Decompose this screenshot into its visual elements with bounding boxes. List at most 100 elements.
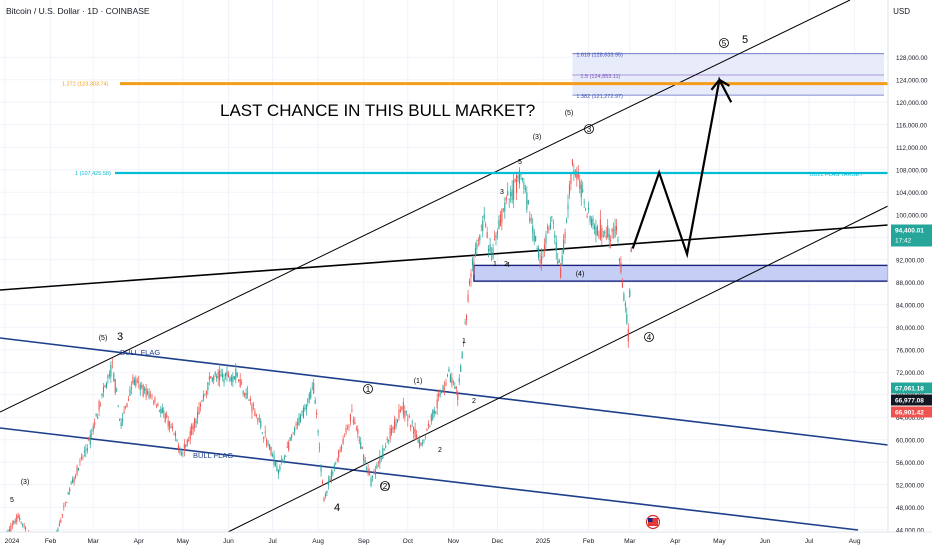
candle-body: [576, 171, 578, 180]
price-axis[interactable]: 44,000.00 48,000.00 52,000.00 56,000.00 60,0…: [887, 0, 932, 550]
candle-body: [183, 444, 185, 451]
candle-body: [474, 248, 476, 256]
candle-body: [133, 379, 135, 385]
price-tick-label: 100,000.00: [896, 212, 928, 219]
candle-body: [135, 378, 137, 386]
candle-body: [173, 434, 175, 436]
candle-body: [124, 407, 127, 408]
candle-body: [72, 479, 74, 483]
candle-body: [136, 380, 138, 382]
candle-body: [392, 426, 394, 430]
candle-body: [277, 469, 279, 474]
chart-header: Bitcoin / U.S. Dollar · 1D · COINBASE: [6, 6, 150, 16]
wave-label: 5: [518, 159, 522, 166]
candle-body: [100, 405, 102, 407]
candle-body: [188, 439, 190, 441]
candle-body: [274, 462, 277, 466]
candle-body: [626, 313, 628, 324]
candle-body: [220, 374, 222, 376]
candle-body: [123, 411, 125, 413]
candle-body: [63, 506, 65, 507]
candle-body: [141, 385, 143, 388]
candle-body: [427, 424, 429, 426]
candle-body: [354, 421, 356, 425]
time-tick-label: Mar: [624, 538, 636, 545]
bull-flag-target-label: BULL FLAG TARGET: [810, 172, 863, 178]
candle-body: [520, 173, 522, 176]
candle-body: [279, 466, 281, 470]
candle-body: [514, 178, 516, 182]
candle-body: [443, 387, 446, 389]
price-tick-label: 88,000.00: [896, 280, 925, 287]
candle-body: [507, 190, 509, 196]
candle-body: [198, 407, 200, 414]
candle-body: [421, 442, 424, 444]
candle-body: [388, 439, 390, 442]
time-tick-label: Jun: [760, 538, 771, 545]
candle-body: [605, 235, 607, 238]
currency-label[interactable]: USD: [893, 7, 910, 16]
candle-body: [249, 399, 252, 401]
candle-body: [454, 386, 456, 389]
wave-label: 3: [587, 125, 592, 134]
candle-body: [233, 376, 235, 379]
price-tick-label: 56,000.00: [896, 460, 925, 467]
candle-body: [460, 365, 462, 372]
candle-body: [229, 378, 231, 381]
bull-flag-label: BULL FLAG: [120, 348, 160, 357]
time-tick-label: May: [177, 538, 190, 545]
candle-body: [554, 234, 556, 238]
candle-body: [466, 315, 468, 321]
candle-body: [339, 449, 341, 451]
candle-body: [276, 466, 278, 472]
candle-body: [563, 239, 565, 253]
candle-body: [332, 472, 334, 474]
candle-body: [435, 412, 437, 414]
candle-body: [380, 458, 382, 460]
candle-body: [604, 231, 606, 234]
candle-body: [79, 460, 81, 462]
time-axis[interactable]: 2024 Feb Mar Apr May Jun Jul Aug Sep Oct Nov Dec 202…: [0, 531, 932, 550]
candle-body: [539, 259, 541, 264]
candle-body: [261, 432, 263, 434]
candle-body: [399, 409, 401, 412]
wave-label: 5: [742, 34, 748, 46]
candle-body: [568, 184, 571, 195]
candle-body: [471, 259, 474, 266]
candle-body: [348, 426, 350, 428]
candle-body: [357, 429, 359, 434]
candle-body: [327, 480, 329, 486]
price-tag-bg: [891, 406, 932, 418]
candle-body: [518, 170, 521, 185]
bull-flag-label: BULL FLAG: [193, 451, 233, 460]
candle-body: [107, 375, 109, 379]
candle-body: [404, 410, 406, 418]
candle-body: [601, 228, 603, 238]
wave-label: (4): [576, 271, 585, 278]
candle-body: [615, 226, 618, 231]
candle-body: [532, 226, 534, 233]
candle-body: [498, 220, 500, 229]
candle-body: [549, 223, 551, 230]
candle-body: [560, 268, 562, 277]
candle-body: [213, 375, 215, 381]
news-icon[interactable]: [645, 514, 661, 530]
candle-body: [376, 464, 378, 469]
fib-label-1272: 1.272 (123,303.74): [62, 82, 109, 88]
candle-body: [91, 433, 93, 435]
candle-body: [470, 273, 472, 278]
candle-body: [426, 428, 428, 431]
candle-body: [326, 490, 328, 494]
candle-body: [477, 240, 479, 242]
candle-body: [23, 525, 25, 527]
candle-body: [458, 378, 460, 383]
candle-body: [122, 418, 124, 422]
wave-label: 1: [493, 261, 497, 268]
candle-body: [177, 445, 180, 449]
candle-body: [557, 261, 559, 264]
candle-body: [313, 382, 315, 394]
candle-body: [492, 247, 494, 259]
candle-body: [92, 426, 94, 432]
candle-body: [299, 414, 302, 422]
